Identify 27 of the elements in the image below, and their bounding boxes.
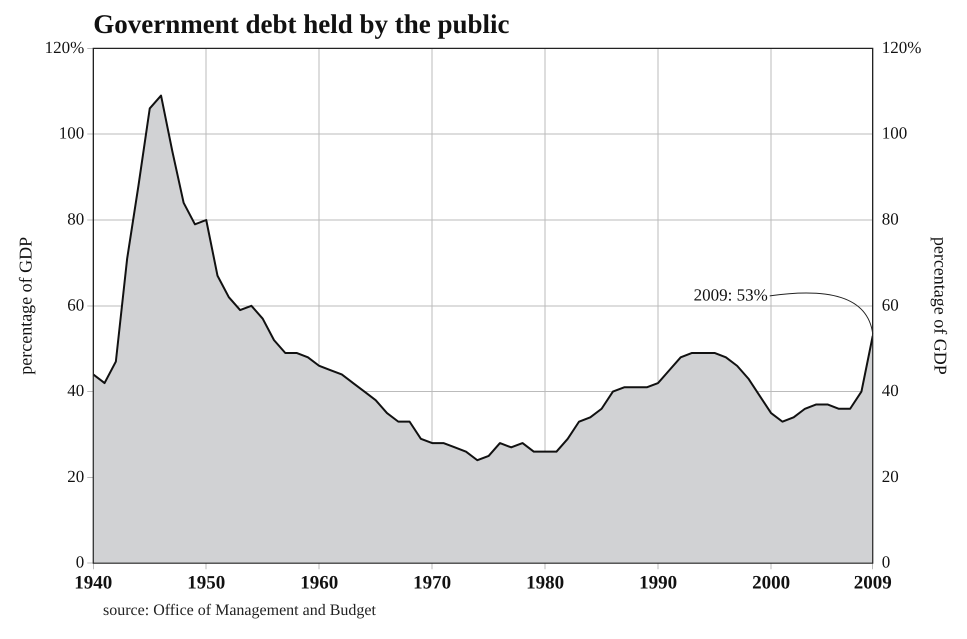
annotation: 2009: 53% <box>694 285 768 304</box>
y2-tick-label: 40 <box>882 381 899 400</box>
x-tick-label: 1980 <box>526 572 564 594</box>
x-tick-label: 1950 <box>187 572 226 594</box>
x-tick-label: 1990 <box>639 572 678 594</box>
x-tick-label: 1970 <box>413 572 452 594</box>
y-tick-label: 0 <box>76 552 84 572</box>
y2-tick-label: 80 <box>882 209 899 228</box>
y2-tick-label: 100 <box>882 124 908 143</box>
y2-tick-label: 0 <box>882 552 890 572</box>
source-note: source: Office of Management and Budget <box>103 602 377 620</box>
y2-axis-title: percentage of GDP <box>930 236 950 375</box>
y-tick-label: 100 <box>58 124 84 143</box>
y-axis-title: percentage of GDP <box>16 236 36 375</box>
x-tick-label: 1960 <box>300 572 338 594</box>
y-tick-label: 60 <box>67 295 84 314</box>
y-tick-label: 120% <box>44 38 84 57</box>
x-tick-label: 1940 <box>74 572 112 594</box>
chart-title: Government debt held by the public <box>93 9 510 40</box>
x-tick-label: 2000 <box>752 572 790 594</box>
y-tick-label: 80 <box>67 209 84 228</box>
y2-tick-label: 20 <box>882 466 899 486</box>
y2-tick-label: 120% <box>882 38 922 57</box>
y-tick-label: 20 <box>67 466 84 486</box>
y-tick-label: 40 <box>67 381 84 400</box>
y2-tick-label: 60 <box>882 295 899 314</box>
x-tick-label: 2009 <box>854 572 892 594</box>
